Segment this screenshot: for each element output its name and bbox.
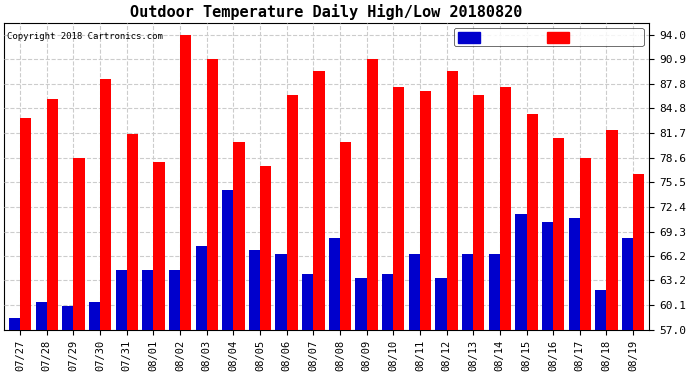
Bar	[462, 254, 473, 330]
Bar	[286, 94, 298, 330]
Bar	[195, 246, 207, 330]
Bar	[366, 58, 378, 330]
Bar	[393, 87, 404, 330]
Bar	[622, 238, 633, 330]
Bar	[153, 162, 165, 330]
Bar	[446, 70, 457, 330]
Bar	[302, 274, 313, 330]
Bar	[313, 70, 324, 330]
Bar	[607, 130, 618, 330]
Bar	[169, 270, 180, 330]
Bar	[180, 35, 191, 330]
Bar	[408, 254, 420, 330]
Bar	[569, 218, 580, 330]
Bar	[515, 214, 526, 330]
Text: Copyright 2018 Cartronics.com: Copyright 2018 Cartronics.com	[8, 32, 164, 41]
Bar	[127, 134, 138, 330]
Bar	[36, 302, 47, 330]
Bar	[222, 190, 233, 330]
Legend: Low  (°F), High  (°F): Low (°F), High (°F)	[454, 28, 644, 46]
Bar	[275, 254, 286, 330]
Bar	[142, 270, 153, 330]
Bar	[100, 79, 111, 330]
Bar	[355, 278, 366, 330]
Bar	[435, 278, 446, 330]
Bar	[489, 254, 500, 330]
Bar	[20, 118, 31, 330]
Bar	[382, 274, 393, 330]
Bar	[553, 138, 564, 330]
Bar	[62, 306, 73, 330]
Bar	[580, 158, 591, 330]
Bar	[249, 250, 260, 330]
Bar	[9, 318, 20, 330]
Bar	[542, 222, 553, 330]
Bar	[526, 114, 538, 330]
Bar	[420, 90, 431, 330]
Bar	[207, 58, 218, 330]
Bar	[473, 94, 484, 330]
Bar	[595, 290, 607, 330]
Bar	[260, 166, 271, 330]
Bar	[340, 142, 351, 330]
Bar	[233, 142, 244, 330]
Bar	[500, 87, 511, 330]
Title: Outdoor Temperature Daily High/Low 20180820: Outdoor Temperature Daily High/Low 20180…	[130, 4, 523, 20]
Bar	[328, 238, 340, 330]
Bar	[89, 302, 100, 330]
Bar	[47, 99, 58, 330]
Bar	[73, 158, 85, 330]
Bar	[115, 270, 127, 330]
Bar	[633, 174, 644, 330]
